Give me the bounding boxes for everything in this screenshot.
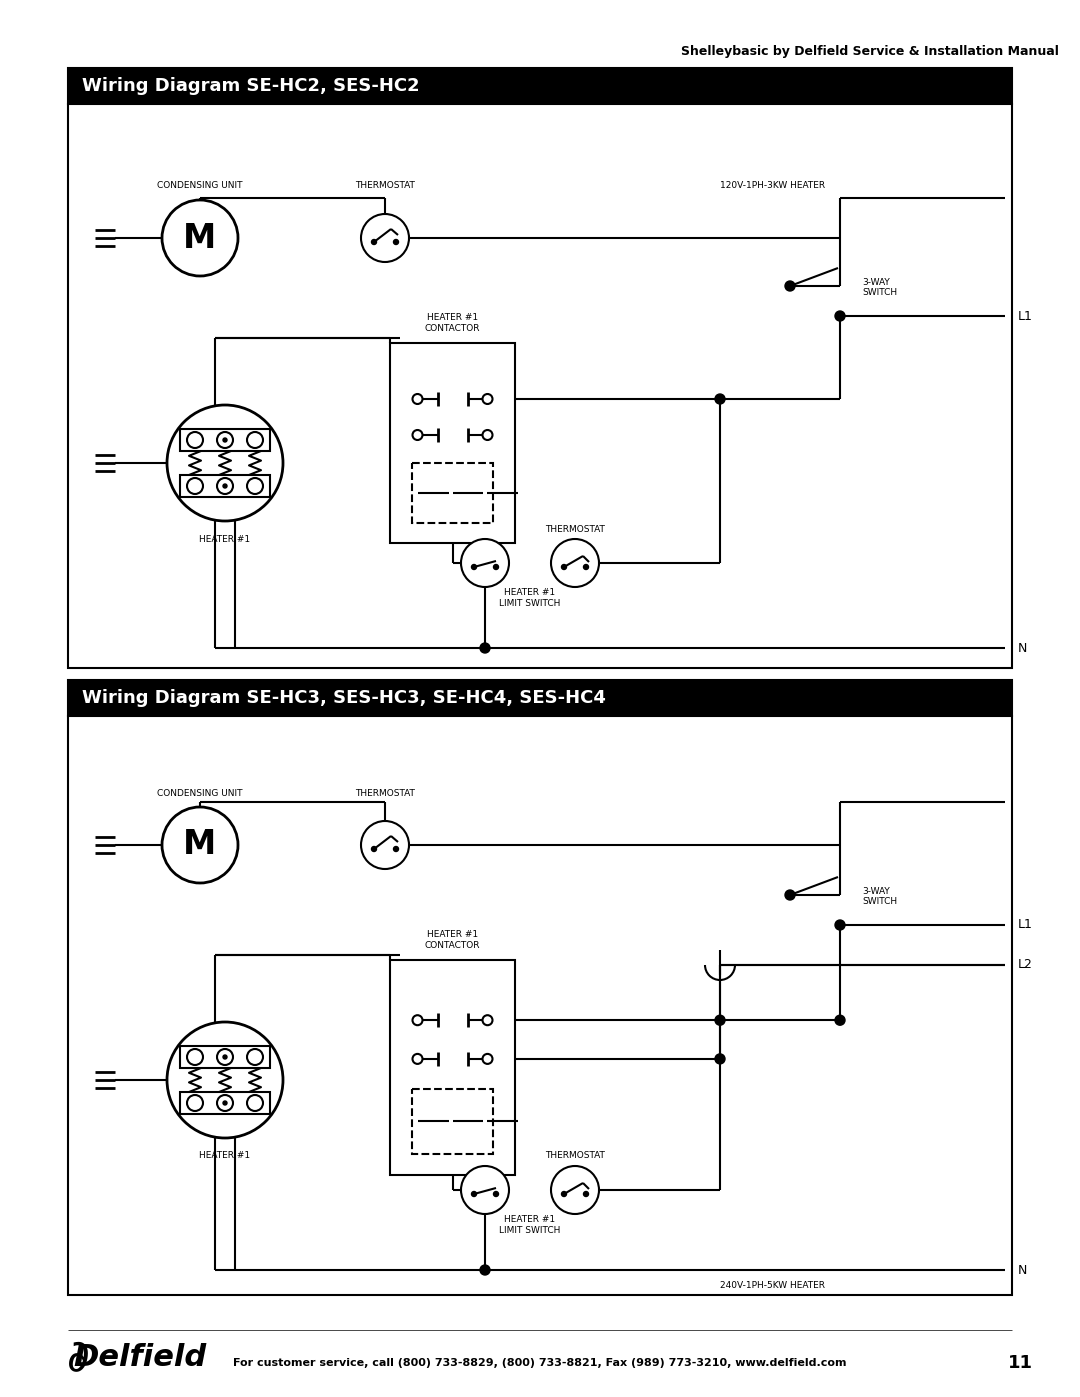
- Circle shape: [715, 1053, 725, 1065]
- Text: L1: L1: [1018, 310, 1032, 323]
- Text: THERMOSTAT: THERMOSTAT: [355, 788, 415, 798]
- Circle shape: [222, 483, 227, 488]
- Text: L1: L1: [1018, 918, 1032, 932]
- Circle shape: [551, 539, 599, 587]
- Bar: [411, 462, 494, 522]
- Circle shape: [835, 312, 845, 321]
- Circle shape: [483, 394, 492, 404]
- Text: M: M: [184, 222, 217, 254]
- Circle shape: [222, 1101, 227, 1105]
- Text: N: N: [1018, 641, 1027, 655]
- Circle shape: [187, 1095, 203, 1111]
- Bar: [68, 103, 1012, 668]
- Circle shape: [361, 214, 409, 263]
- Circle shape: [785, 890, 795, 900]
- Text: N: N: [1018, 1263, 1027, 1277]
- Circle shape: [217, 1049, 233, 1065]
- Circle shape: [413, 1053, 422, 1065]
- Text: CONDENSING UNIT: CONDENSING UNIT: [158, 788, 243, 798]
- Circle shape: [461, 539, 509, 587]
- Text: 11: 11: [1008, 1354, 1032, 1372]
- Circle shape: [715, 394, 725, 404]
- Circle shape: [372, 847, 377, 852]
- Bar: [390, 960, 515, 1175]
- Bar: [180, 475, 270, 497]
- Circle shape: [222, 439, 227, 441]
- Circle shape: [551, 1166, 599, 1214]
- Circle shape: [835, 1016, 845, 1025]
- Bar: [68, 68, 1012, 103]
- Text: HEATER #1
CONTACTOR: HEATER #1 CONTACTOR: [424, 930, 481, 950]
- Circle shape: [461, 1166, 509, 1214]
- Bar: [180, 429, 270, 451]
- Bar: [68, 717, 1012, 1295]
- Circle shape: [167, 405, 283, 521]
- Circle shape: [472, 1192, 476, 1196]
- Text: 120V-1PH-3KW HEATER: 120V-1PH-3KW HEATER: [720, 182, 825, 190]
- Text: HEATER #1
CONTACTOR: HEATER #1 CONTACTOR: [424, 313, 481, 332]
- Circle shape: [187, 478, 203, 495]
- Circle shape: [361, 821, 409, 869]
- Circle shape: [217, 432, 233, 448]
- Circle shape: [247, 1049, 264, 1065]
- Text: For customer service, call (800) 733-8829, (800) 733-8821, Fax (989) 773-3210, w: For customer service, call (800) 733-882…: [233, 1358, 847, 1368]
- Circle shape: [835, 921, 845, 930]
- Circle shape: [583, 1192, 589, 1196]
- Bar: [180, 1092, 270, 1113]
- Circle shape: [167, 1023, 283, 1139]
- Circle shape: [162, 807, 238, 883]
- Circle shape: [187, 1049, 203, 1065]
- Bar: [68, 680, 1012, 717]
- Circle shape: [187, 432, 203, 448]
- Circle shape: [217, 478, 233, 495]
- Circle shape: [393, 847, 399, 852]
- Text: Wiring Diagram SE-HC3, SES-HC3, SE-HC4, SES-HC4: Wiring Diagram SE-HC3, SES-HC3, SE-HC4, …: [82, 689, 606, 707]
- Circle shape: [372, 239, 377, 244]
- Circle shape: [413, 430, 422, 440]
- Text: Shelleybasic by Delfield Service & Installation Manual: Shelleybasic by Delfield Service & Insta…: [681, 46, 1058, 59]
- Text: 240V-1PH-5KW HEATER: 240V-1PH-5KW HEATER: [720, 1281, 825, 1289]
- Text: HEATER #1: HEATER #1: [200, 535, 251, 545]
- Circle shape: [483, 1053, 492, 1065]
- Text: THERMOSTAT: THERMOSTAT: [545, 1151, 605, 1161]
- Circle shape: [413, 394, 422, 404]
- Circle shape: [247, 478, 264, 495]
- Text: HEATER #1: HEATER #1: [200, 1151, 251, 1160]
- Circle shape: [480, 1266, 490, 1275]
- Circle shape: [222, 1055, 227, 1059]
- Circle shape: [483, 430, 492, 440]
- Bar: [411, 1090, 494, 1154]
- Circle shape: [562, 1192, 567, 1196]
- Circle shape: [562, 564, 567, 570]
- Circle shape: [217, 1095, 233, 1111]
- Text: Delfield: Delfield: [73, 1344, 206, 1372]
- Circle shape: [393, 239, 399, 244]
- Circle shape: [247, 432, 264, 448]
- Text: Wiring Diagram SE-HC2, SES-HC2: Wiring Diagram SE-HC2, SES-HC2: [82, 77, 420, 95]
- Bar: [390, 344, 515, 543]
- Text: ∂: ∂: [67, 1337, 90, 1379]
- Circle shape: [247, 1095, 264, 1111]
- Text: L2: L2: [1018, 958, 1032, 971]
- Circle shape: [715, 1016, 725, 1025]
- Text: 3-WAY
SWITCH: 3-WAY SWITCH: [862, 887, 897, 907]
- Text: THERMOSTAT: THERMOSTAT: [355, 182, 415, 190]
- Circle shape: [472, 564, 476, 570]
- Text: CONDENSING UNIT: CONDENSING UNIT: [158, 182, 243, 190]
- Circle shape: [583, 564, 589, 570]
- Text: HEATER #1
LIMIT SWITCH: HEATER #1 LIMIT SWITCH: [499, 588, 561, 608]
- Text: HEATER #1
LIMIT SWITCH: HEATER #1 LIMIT SWITCH: [499, 1215, 561, 1235]
- Circle shape: [785, 281, 795, 291]
- Circle shape: [494, 564, 499, 570]
- Bar: [180, 1046, 270, 1067]
- Text: M: M: [184, 828, 217, 862]
- Circle shape: [494, 1192, 499, 1196]
- Text: 3-WAY
SWITCH: 3-WAY SWITCH: [862, 278, 897, 298]
- Circle shape: [483, 1016, 492, 1025]
- Text: THERMOSTAT: THERMOSTAT: [545, 525, 605, 535]
- Circle shape: [480, 643, 490, 652]
- Circle shape: [413, 1016, 422, 1025]
- Circle shape: [162, 200, 238, 277]
